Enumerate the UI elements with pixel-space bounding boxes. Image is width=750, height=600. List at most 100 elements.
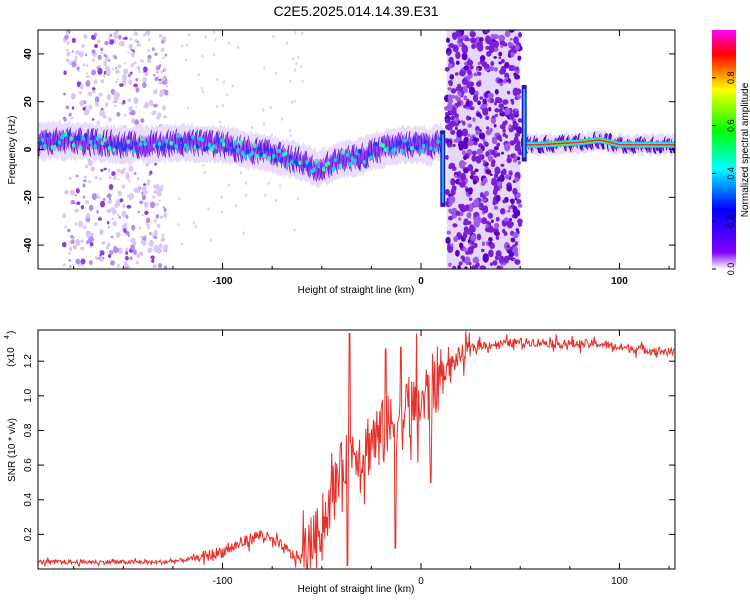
noise-speck [503, 122, 507, 127]
ridge-peak [410, 145, 414, 151]
noise-speck [129, 37, 133, 41]
ridge-peak [336, 159, 340, 165]
noise-speck [163, 67, 167, 72]
noise-speck [444, 118, 450, 123]
noise-speck [114, 104, 117, 108]
noise-speck [65, 105, 70, 110]
noise-speck [512, 258, 516, 262]
noise-speck [466, 212, 472, 219]
ridge-peak [668, 143, 671, 146]
ridge-peak [608, 141, 612, 144]
snr-y-tick-label: 0.4 [23, 492, 34, 506]
noise-speck [515, 228, 519, 232]
noise-speck [493, 205, 499, 210]
noise-speck [464, 204, 470, 212]
noise-speck [161, 105, 167, 111]
noise-speck [75, 238, 81, 246]
noise-speck [515, 108, 518, 112]
noise-speck [142, 77, 148, 82]
noise-speck [147, 58, 151, 64]
noise-speck [507, 209, 511, 213]
noise-speck [473, 141, 478, 146]
ridge-peak [276, 148, 281, 154]
noise-speck [467, 190, 473, 195]
noise-speck [90, 232, 94, 236]
noise-speck [499, 107, 504, 114]
noise-speck [135, 105, 138, 108]
noise-speck [141, 237, 145, 240]
noise-speck [86, 231, 91, 238]
noise-speck [123, 125, 127, 129]
noise-speck [469, 31, 476, 38]
noise-speck [91, 69, 97, 76]
noise-speck [142, 82, 147, 89]
noise-speck [486, 50, 492, 57]
noise-speck [149, 201, 155, 209]
noise-speck [498, 61, 503, 65]
noise-speck [94, 43, 99, 49]
noise-speck [112, 31, 118, 37]
noise-speck [97, 39, 101, 44]
noise-speck [126, 194, 130, 198]
noise-speck [164, 53, 168, 57]
noise-speck [453, 236, 458, 243]
noise-speck [155, 213, 159, 219]
noise-speck [515, 44, 520, 51]
noise-speck [83, 34, 88, 39]
ridge-peak [610, 142, 614, 144]
noise-speck [129, 256, 133, 260]
noise-speck [447, 215, 454, 221]
noise-speck [155, 70, 159, 74]
noise-speck [100, 168, 104, 172]
noise-speck [154, 52, 158, 56]
snr-multiplier-label: (x10 [6, 347, 17, 367]
noise-speck [516, 94, 522, 100]
noise-speck [513, 158, 518, 163]
noise-speck [513, 209, 521, 217]
noise-speck [154, 76, 159, 82]
noise-speck [289, 79, 292, 83]
noise-speck [107, 37, 111, 41]
noise-speck [280, 117, 284, 121]
ridge-peak [69, 136, 74, 141]
noise-speck [455, 210, 461, 216]
noise-speck [71, 61, 77, 68]
ridge-peak [83, 133, 88, 138]
ridge-peak [326, 160, 331, 166]
ridge-peak [238, 140, 243, 145]
noise-speck [86, 64, 89, 68]
noise-speck [156, 186, 160, 191]
noise-speck [491, 180, 498, 186]
noise-speck [109, 249, 114, 255]
noise-speck [177, 222, 180, 227]
noise-speck [458, 170, 462, 175]
noise-speck [498, 255, 505, 264]
ridge-peak [98, 133, 102, 139]
noise-speck [186, 106, 189, 110]
ridge-peak [210, 146, 214, 152]
noise-speck [458, 140, 465, 150]
ridge-peak [207, 142, 212, 148]
colorbar-tick-label: 0.4 [726, 167, 736, 180]
ridge-peak [48, 132, 52, 137]
noise-speck [78, 91, 82, 95]
noise-speck [109, 39, 115, 45]
noise-speck [153, 244, 159, 253]
ridge-peak [412, 138, 417, 143]
noise-speck [63, 117, 67, 122]
noise-speck [130, 244, 135, 251]
noise-speck [62, 263, 66, 267]
noise-speck [479, 55, 486, 62]
noise-speck [476, 148, 483, 155]
noise-speck [143, 183, 147, 186]
noise-speck [477, 100, 481, 106]
noise-speck [506, 184, 513, 192]
ridge-peak [613, 142, 616, 145]
ridge-peak [195, 144, 200, 150]
noise-speck [105, 246, 110, 250]
noise-speck [158, 199, 161, 202]
ridge-peak [43, 143, 47, 149]
noise-speck [119, 198, 124, 203]
noise-speck [231, 84, 234, 88]
